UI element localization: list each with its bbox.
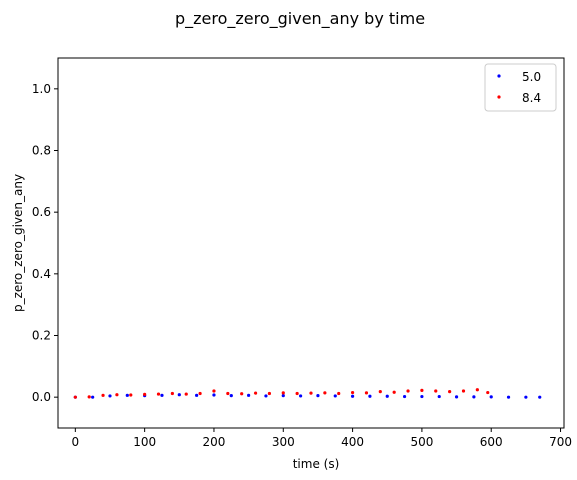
series-1-point (185, 392, 188, 395)
series-1-point (282, 391, 285, 394)
series-1-point (129, 393, 132, 396)
series-1-point (157, 392, 160, 395)
series-1-point (323, 391, 326, 394)
series-1-point (434, 389, 437, 392)
series-0-point (212, 393, 215, 396)
series-1-point (309, 392, 312, 395)
series-0-point (386, 395, 389, 398)
series-0-point (455, 395, 458, 398)
series-1-point (379, 390, 382, 393)
series-1-point (101, 394, 104, 397)
series-1-point (393, 391, 396, 394)
series-0-point (472, 395, 475, 398)
plot-area (58, 58, 564, 428)
series-0-point (108, 394, 111, 397)
series-0-point (490, 395, 493, 398)
series-0-point (178, 393, 181, 396)
series-1-point (240, 392, 243, 395)
series-0-point (160, 394, 163, 397)
series-1-point (486, 391, 489, 394)
x-tick-label: 100 (133, 435, 156, 449)
y-tick-label: 0.6 (32, 205, 51, 219)
y-tick-label: 0.4 (32, 267, 51, 281)
series-1-point (268, 392, 271, 395)
series-0-point (91, 396, 94, 399)
legend-label-5-0: 5.0 (522, 70, 541, 84)
series-0-point (438, 395, 441, 398)
series-0-point (299, 394, 302, 397)
series-0-point (126, 394, 129, 397)
axis-ticks: 0 100 200 300 400 500 600 700 0.0 0.2 0.4 0.6 0.8 1.0 (32, 82, 572, 449)
x-axis-label: time (s) (293, 457, 340, 471)
series-0-point (351, 395, 354, 398)
series-1-point (171, 392, 174, 395)
y-tick-label: 1.0 (32, 82, 51, 96)
y-tick-label: 0.2 (32, 329, 51, 343)
x-tick-label: 500 (410, 435, 433, 449)
series-1-point (448, 390, 451, 393)
chart-title: p_zero_zero_given_any by time (175, 9, 425, 29)
series-1-point (351, 391, 354, 394)
series-1-point (74, 396, 77, 399)
legend-box (485, 64, 556, 111)
series-0-point (316, 394, 319, 397)
series-0-point (368, 395, 371, 398)
x-tick-label: 400 (341, 435, 364, 449)
series-1-point (115, 393, 118, 396)
series-1-point (198, 392, 201, 395)
x-tick-label: 600 (480, 435, 503, 449)
x-tick-label: 700 (549, 435, 572, 449)
series-1-point (462, 389, 465, 392)
series-1-point (296, 392, 299, 395)
y-tick-label: 0.8 (32, 144, 51, 158)
series-1-point (365, 391, 368, 394)
series-1-point (476, 388, 479, 391)
y-tick-label: 0.0 (32, 390, 51, 404)
series-0-point (538, 396, 541, 399)
legend-label-8-4: 8.4 (522, 91, 541, 105)
series-0-point (524, 396, 527, 399)
series-1-point (337, 392, 340, 395)
legend-marker-8-4 (497, 95, 500, 98)
y-axis-label: p_zero_zero_given_any (11, 174, 25, 312)
series-1-point (212, 389, 215, 392)
series-1-point (226, 392, 229, 395)
x-tick-label: 0 (72, 435, 80, 449)
legend-marker-5-0 (497, 74, 500, 77)
legend: 5.0 8.4 (485, 64, 556, 111)
series-1-point (254, 392, 257, 395)
series-0-point (420, 395, 423, 398)
series-1-point (406, 389, 409, 392)
x-tick-label: 300 (272, 435, 295, 449)
series-1-point (143, 393, 146, 396)
series-0-point (247, 394, 250, 397)
data-points (74, 388, 542, 399)
series-0-point (507, 396, 510, 399)
x-tick-label: 200 (203, 435, 226, 449)
series-1-point (88, 395, 91, 398)
series-0-point (334, 394, 337, 397)
series-0-point (230, 394, 233, 397)
series-0-point (195, 394, 198, 397)
series-0-point (264, 394, 267, 397)
series-0-point (403, 395, 406, 398)
series-1-point (420, 389, 423, 392)
series-0-point (282, 394, 285, 397)
